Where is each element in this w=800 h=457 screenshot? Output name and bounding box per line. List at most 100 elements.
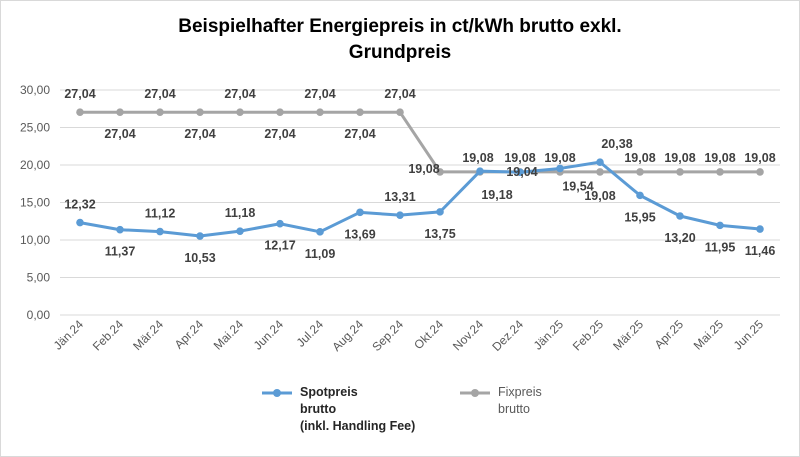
- y-tick-label: 15,00: [20, 196, 50, 210]
- spotpreis-point: [236, 227, 244, 235]
- spotpreis-point: [596, 158, 604, 166]
- y-tick-label: 20,00: [20, 158, 50, 172]
- legend-label-line: (inkl. Handling Fee): [300, 419, 416, 433]
- x-tick-label: Jän.24: [51, 317, 87, 353]
- spotpreis-data-label: 12,17: [264, 239, 295, 253]
- legend-spotpreis-label: Spotpreis brutto (inkl. Handling Fee): [300, 384, 415, 435]
- spotpreis-data-label: 15,95: [624, 210, 655, 224]
- fixpreis-data-label: 27,04: [104, 127, 135, 141]
- chart-title-line-2: Grundpreis: [348, 42, 452, 63]
- x-tick-label: Mai.25: [691, 317, 727, 353]
- x-tick-label: Mär.24: [130, 317, 166, 353]
- fixpreis-point: [316, 108, 324, 116]
- spotpreis-data-label: 19,54: [562, 179, 593, 193]
- y-tick-label: 25,00: [20, 121, 50, 135]
- spotpreis-data-label: 19,18: [481, 188, 512, 202]
- spotpreis-point: [556, 164, 564, 173]
- fixpreis-point: [356, 108, 364, 116]
- spotpreis-data-label: 13,69: [344, 227, 375, 241]
- spotpreis-line: [79, 160, 761, 238]
- x-tick-label: Feb.25: [570, 317, 607, 354]
- spotpreis-point: [76, 218, 84, 227]
- fixpreis-data-label: 27,04: [304, 87, 335, 101]
- fixpreis-data-label: 19,08: [462, 151, 493, 165]
- spotpreis-data-label: 11,12: [145, 207, 176, 221]
- fixpreis-point: [436, 168, 444, 176]
- y-tick-label: 5,00: [27, 271, 51, 285]
- spotpreis-point: [396, 211, 404, 219]
- fixpreis-point: [676, 168, 684, 176]
- spotpreis-point: [756, 225, 764, 233]
- fixpreis-data-label: 19,08: [624, 151, 655, 165]
- x-tick-label: Nov.24: [450, 317, 486, 353]
- chart-title-line-1: Beispielhafter Energiepreis in ct/kWh br…: [178, 16, 622, 37]
- fixpreis-point: [156, 108, 164, 116]
- legend-label-line: Fixpreis: [498, 385, 542, 399]
- fixpreis-point: [196, 108, 204, 116]
- y-tick-label: 10,00: [20, 233, 50, 247]
- fixpreis-point: [756, 168, 764, 176]
- legend-label-line: brutto: [498, 402, 530, 416]
- spotpreis-data-label: 19,04: [506, 165, 537, 179]
- fixpreis-data-label: 19,08: [704, 151, 735, 165]
- fixpreis-data-label: 19,08: [504, 151, 535, 165]
- x-tick-label: Jun.25: [731, 317, 767, 353]
- fixpreis-data-label: 27,04: [264, 127, 295, 141]
- spotpreis-data-label: 11,18: [225, 206, 256, 220]
- fixpreis-data-label: 27,04: [144, 87, 175, 101]
- fixpreis-data-label: 27,04: [384, 87, 415, 101]
- fixpreis-point: [76, 108, 84, 116]
- x-tick-label: Apr.24: [172, 317, 207, 352]
- spotpreis-data-label: 11,95: [705, 240, 736, 254]
- spotpreis-point: [196, 232, 204, 240]
- spotpreis-data-label: 20,38: [601, 137, 632, 151]
- fixpreis-data-label: 19,08: [744, 151, 775, 165]
- spotpreis-point: [476, 167, 484, 175]
- fixpreis-data-label: 27,04: [184, 127, 215, 141]
- spotpreis-data-label: 11,46: [745, 244, 776, 258]
- x-tick-label: Aug.24: [329, 317, 366, 354]
- fixpreis-point: [236, 108, 244, 116]
- x-tick-label: Jän.25: [531, 317, 567, 353]
- x-tick-label: Mär.25: [610, 317, 646, 353]
- chart-title: Beispielhafter Energiepreis in ct/kWh br…: [0, 14, 800, 66]
- fixpreis-point: [636, 168, 644, 176]
- y-tick-label: 30,00: [20, 83, 50, 97]
- legend-fixpreis-label: Fixpreis brutto: [498, 384, 542, 418]
- legend-spotpreis-marker: [273, 389, 281, 397]
- fixpreis-data-label: 19,08: [544, 151, 575, 165]
- x-tick-label: Apr.25: [652, 317, 687, 352]
- fixpreis-data-label: 19,08: [664, 151, 695, 165]
- spotpreis-data-label: 12,32: [64, 198, 95, 212]
- spotpreis-data-label: 13,31: [384, 190, 415, 204]
- x-tick-label: Okt.24: [411, 317, 446, 352]
- x-tick-label: Jul.24: [294, 317, 327, 350]
- spotpreis-data-label: 11,37: [105, 245, 136, 259]
- y-tick-label: 0,00: [27, 308, 51, 322]
- fixpreis-data-label: 19,08: [408, 162, 439, 176]
- fixpreis-point: [116, 108, 124, 116]
- fixpreis-point: [596, 168, 604, 176]
- spotpreis-data-label: 13,20: [664, 231, 695, 245]
- spotpreis-point: [316, 228, 324, 236]
- spotpreis-point: [676, 212, 684, 220]
- fixpreis-data-label: 27,04: [344, 127, 375, 141]
- spotpreis-data-label: 11,09: [305, 247, 336, 261]
- spotpreis-point: [516, 168, 524, 176]
- legend-label-line: brutto: [300, 402, 337, 416]
- fixpreis-line: [80, 110, 760, 174]
- x-tick-label: Feb.24: [90, 317, 127, 354]
- spotpreis-data-label: 13,75: [424, 227, 455, 241]
- spotpreis-point: [116, 225, 124, 234]
- x-tick-label: Sep.24: [369, 317, 406, 354]
- fixpreis-point: [276, 108, 284, 116]
- x-tick-label: Dez.24: [489, 317, 526, 354]
- fixpreis-point: [396, 108, 404, 116]
- spotpreis-point: [716, 221, 724, 230]
- spotpreis-data-label: 10,53: [184, 251, 215, 265]
- fixpreis-data-label: 27,04: [224, 87, 255, 101]
- spotpreis-point: [636, 191, 644, 200]
- spotpreis-point: [436, 208, 444, 216]
